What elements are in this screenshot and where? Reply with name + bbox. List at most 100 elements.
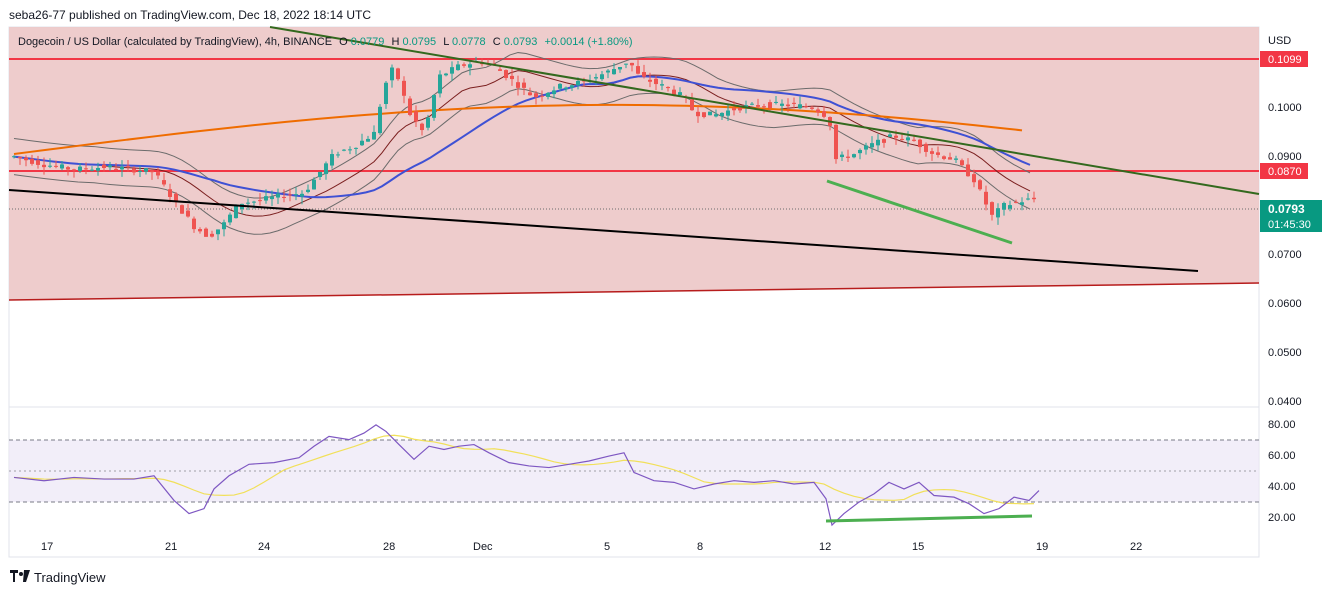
candle-body[interactable] [822,111,826,117]
candle-body[interactable] [144,168,148,172]
candle-body[interactable] [48,165,52,167]
candle-body[interactable] [906,137,910,141]
candle-body[interactable] [930,151,934,154]
candle-body[interactable] [936,152,940,155]
candle-body[interactable] [966,164,970,177]
candle-body[interactable] [804,106,808,108]
candle-body[interactable] [570,85,574,88]
candle-body[interactable] [996,208,1000,218]
candle-body[interactable] [648,79,652,82]
candle-body[interactable] [690,99,694,111]
candle-body[interactable] [246,202,250,204]
candle-body[interactable] [36,160,40,165]
candle-body[interactable] [180,205,184,214]
candle-body[interactable] [1002,203,1006,210]
candlestick-series[interactable] [12,56,1036,241]
candle-body[interactable] [390,67,394,81]
candle-body[interactable] [864,145,868,150]
candle-body[interactable] [42,164,46,168]
candle-body[interactable] [378,106,382,134]
candle-body[interactable] [270,196,274,200]
candle-body[interactable] [78,166,82,172]
candle-body[interactable] [372,131,376,140]
time-axis[interactable]: 17 21 24 28 Dec 5 8 12 15 19 22 [41,541,1142,553]
candle-body[interactable] [666,86,670,89]
candle-body[interactable] [498,69,502,71]
candle-body[interactable] [504,70,508,78]
candle-body[interactable] [264,196,268,201]
candle-body[interactable] [624,63,628,65]
candle-body[interactable] [756,105,760,107]
candle-body[interactable] [696,111,700,117]
candle-body[interactable] [318,171,322,177]
candle-body[interactable] [324,163,328,175]
candle-body[interactable] [762,106,766,108]
candle-body[interactable] [534,93,538,98]
candle-body[interactable] [438,74,442,94]
candle-body[interactable] [972,174,976,183]
candle-body[interactable] [738,107,742,111]
bearish-channel-line-green[interactable] [826,179,1013,245]
candle-body[interactable] [192,218,196,230]
candle-body[interactable] [234,204,238,219]
candle-body[interactable] [984,191,988,205]
candle-body[interactable] [420,123,424,131]
candle-body[interactable] [792,102,796,104]
candle-body[interactable] [528,92,532,96]
candle-body[interactable] [66,167,70,170]
candle-body[interactable] [720,112,724,117]
candle-body[interactable] [174,193,178,201]
candle-body[interactable] [330,154,334,166]
long-descending-trendline-black[interactable] [8,189,1199,272]
candle-body[interactable] [960,160,964,166]
candle-body[interactable] [210,233,214,237]
candle-body[interactable] [426,117,430,128]
candle-body[interactable] [216,229,220,235]
candle-body[interactable] [576,80,580,86]
candle-body[interactable] [834,124,838,160]
candle-body[interactable] [348,149,352,151]
candle-body[interactable] [798,104,802,109]
candle-body[interactable] [894,135,898,138]
candle-body[interactable] [222,222,226,230]
price-chart[interactable]: USD 0.1000 0.0900 0.0700 0.0600 0.0500 0… [0,0,1336,560]
candle-body[interactable] [612,69,616,75]
candle-body[interactable] [840,154,844,158]
candle-body[interactable] [1032,197,1036,200]
candle-body[interactable] [594,77,598,79]
candle-body[interactable] [552,90,556,95]
candle-body[interactable] [924,143,928,152]
candle-body[interactable] [606,70,610,73]
candle-body[interactable] [96,167,100,171]
candle-body[interactable] [138,170,142,172]
candle-body[interactable] [846,156,850,158]
candle-body[interactable] [642,72,646,77]
candle-body[interactable] [636,66,640,74]
candle-body[interactable] [786,104,790,107]
candle-body[interactable] [396,68,400,80]
candle-body[interactable] [630,62,634,66]
candle-body[interactable] [162,180,166,185]
candle-body[interactable] [168,189,172,197]
candle-body[interactable] [366,138,370,142]
candle-body[interactable] [618,66,622,70]
candle-body[interactable] [84,168,88,170]
candle-body[interactable] [654,78,658,85]
candle-body[interactable] [990,202,994,215]
candle-body[interactable] [60,164,64,169]
candle-body[interactable] [732,108,736,111]
candle-body[interactable] [948,157,952,160]
candle-body[interactable] [600,74,604,80]
candle-body[interactable] [156,172,160,176]
rsi-line[interactable] [13,424,1040,527]
candle-body[interactable] [402,80,406,96]
price-axis[interactable]: USD 0.1000 0.0900 0.0700 0.0600 0.0500 0… [1260,35,1322,524]
candle-body[interactable] [12,156,16,158]
candle-body[interactable] [414,111,418,122]
candle-body[interactable] [522,82,526,88]
candle-body[interactable] [444,73,448,76]
candle-body[interactable] [540,95,544,97]
candle-body[interactable] [384,82,388,104]
descending-trendline-green[interactable] [269,26,1260,195]
candle-body[interactable] [900,138,904,140]
